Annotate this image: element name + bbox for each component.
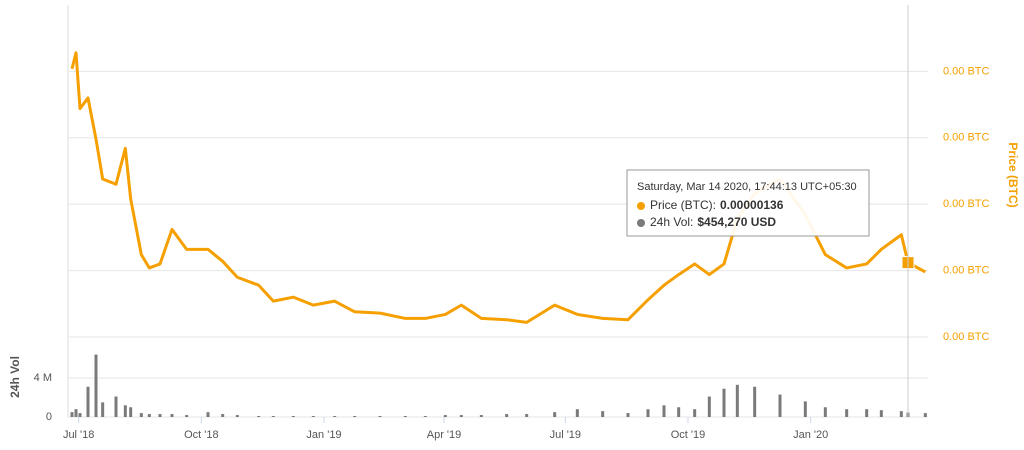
volume-bar xyxy=(221,414,225,417)
x-tick-label: Oct '19 xyxy=(671,429,706,441)
volume-bar xyxy=(459,415,463,417)
x-tick-label: Jul '18 xyxy=(63,429,94,441)
volume-bar xyxy=(185,415,189,417)
tooltip-dot xyxy=(637,202,645,210)
volume-bar xyxy=(271,416,275,417)
volume-bar xyxy=(94,354,98,417)
volume-bar xyxy=(899,411,903,417)
volume-bar xyxy=(707,396,711,417)
volume-bar xyxy=(505,414,509,417)
plot-area: 0.00 BTC 0.00 BTC 0.00 BTC 0.00 BTC 0.00 BTC… xyxy=(34,51,990,441)
volume-bar xyxy=(123,405,127,417)
tooltip-value: $454,270 USD xyxy=(697,215,776,229)
volume-bar xyxy=(170,414,174,417)
volume-bar xyxy=(70,412,74,417)
tooltip-value: 0.00000136 xyxy=(720,198,784,212)
y-tick-label: 0.00 BTC xyxy=(943,331,990,343)
volume-bar xyxy=(206,412,210,417)
x-tick-label: Jan '20 xyxy=(793,429,828,441)
volume-bar xyxy=(865,409,869,417)
volume-bar xyxy=(677,407,681,417)
volume-bar xyxy=(735,384,739,417)
volume-bar xyxy=(235,415,239,417)
volume-bar xyxy=(803,401,807,417)
volume-bar xyxy=(845,409,849,417)
volume-bar xyxy=(333,416,337,417)
volume-bar xyxy=(257,416,261,417)
volume-bar xyxy=(74,409,78,417)
tooltip-label: 24h Vol: xyxy=(650,215,693,229)
tooltip-title: Saturday, Mar 14 2020, 17:44:13 UTC+05:3… xyxy=(637,181,857,193)
volume-bar xyxy=(311,416,315,417)
volume-bar xyxy=(114,396,118,417)
volume-bar xyxy=(823,407,827,417)
volume-bar xyxy=(753,386,757,417)
volume-bar xyxy=(86,386,90,417)
y-tick-label: 0.00 BTC xyxy=(943,132,990,144)
y-tick-label: 0.00 BTC xyxy=(943,65,990,77)
volume-bar xyxy=(101,402,105,417)
volume-bar xyxy=(601,411,605,417)
x-tick-label: Jan '19 xyxy=(306,429,341,441)
tooltip: Saturday, Mar 14 2020, 17:44:13 UTC+05:3… xyxy=(626,169,870,237)
y-tick-label: 0 xyxy=(46,411,52,423)
volume-bar xyxy=(78,413,82,417)
volume-bar xyxy=(158,414,162,417)
volume-bar xyxy=(879,410,883,417)
volume-bar xyxy=(479,415,483,417)
x-tick-label: Jul '19 xyxy=(550,429,581,441)
y-tick-label: 4 M xyxy=(34,372,52,384)
volume-bar xyxy=(626,413,630,417)
y-tick-label: 0.00 BTC xyxy=(943,198,990,210)
volume-bar xyxy=(778,394,782,417)
volume-bar xyxy=(147,414,151,417)
volume-bar xyxy=(443,415,447,417)
volume-bar xyxy=(722,388,726,417)
volume-bar xyxy=(129,407,133,417)
x-tick-label: Apr '19 xyxy=(427,429,462,441)
volume-bar xyxy=(662,405,666,417)
tooltip-dot xyxy=(637,219,645,227)
volume-bar xyxy=(553,412,557,417)
volume-bar xyxy=(693,409,697,417)
x-tick-label: Oct '18 xyxy=(184,429,219,441)
volume-bar xyxy=(291,416,295,417)
y-tick-label: 0.00 BTC xyxy=(943,265,990,277)
tooltip-label: Price (BTC): xyxy=(650,198,716,212)
volume-bar xyxy=(403,416,407,417)
volume-bar xyxy=(378,416,382,417)
volume-bar xyxy=(423,416,427,417)
volume-bar xyxy=(646,409,650,417)
volume-bar xyxy=(923,413,927,417)
tooltip-box xyxy=(626,169,870,237)
volume-bar xyxy=(353,416,357,417)
volume-bar xyxy=(575,409,579,417)
volume-axis-title: 24h Vol xyxy=(8,356,22,398)
volume-bar xyxy=(139,413,143,417)
volume-bar xyxy=(525,414,529,417)
price-axis-title: Price (BTC) xyxy=(1006,142,1020,207)
